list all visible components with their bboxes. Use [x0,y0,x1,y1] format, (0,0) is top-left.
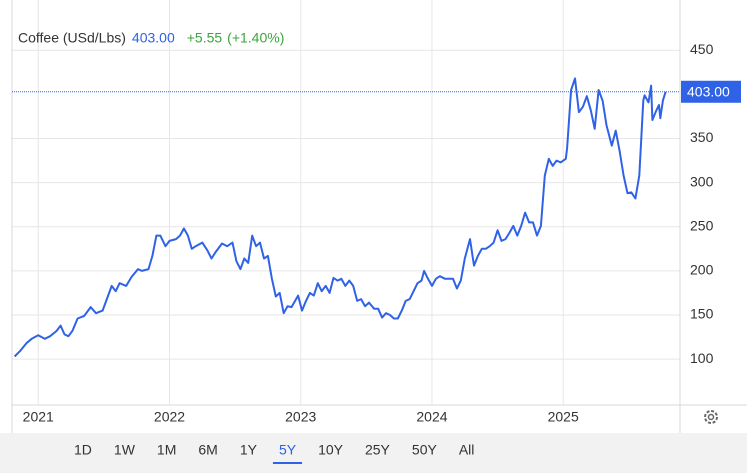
x-tick-label: 2025 [548,409,579,425]
y-tick-label: 100 [690,350,714,366]
price-tag [681,80,741,103]
header: Coffee (USd/Lbs) 403.00 +5.55 (+1.40%) [18,30,284,46]
chart-title: Coffee (USd/Lbs) [18,30,126,46]
price-line [13,77,667,358]
price: 403.00 [132,30,175,46]
price-tag-label: 403.00 [687,83,730,99]
x-tick-label: 2024 [416,409,447,425]
range-button[interactable]: All [459,442,475,458]
range-button[interactable]: 5Y [279,442,297,458]
change: +5.55 [187,30,223,46]
x-tick-label: 2021 [23,409,54,425]
range-button[interactable]: 1W [114,442,136,458]
x-tick-label: 2023 [285,409,316,425]
gear-inner [707,413,715,421]
y-tick-label: 250 [690,217,714,233]
y-tick-label: 350 [690,129,714,145]
range-button[interactable]: 1D [74,442,92,458]
range-bar [0,433,747,473]
y-tick-label: 300 [690,173,714,189]
y-tick-label: 450 [690,41,714,57]
gear-outer [704,410,718,424]
settings-icon[interactable] [704,410,718,424]
grid [12,0,680,405]
range-button[interactable]: 25Y [365,442,391,458]
range-button[interactable]: 50Y [412,442,438,458]
y-tick-label: 200 [690,262,714,278]
change-percent: (+1.40%) [227,30,284,46]
range-button[interactable]: 1Y [240,442,258,458]
range-button[interactable]: 1M [157,442,176,458]
x-tick-label: 2022 [154,409,185,425]
range-button[interactable]: 6M [198,442,217,458]
y-tick-label: 150 [690,306,714,322]
range-underline [272,462,303,464]
range-button[interactable]: 10Y [318,442,344,458]
